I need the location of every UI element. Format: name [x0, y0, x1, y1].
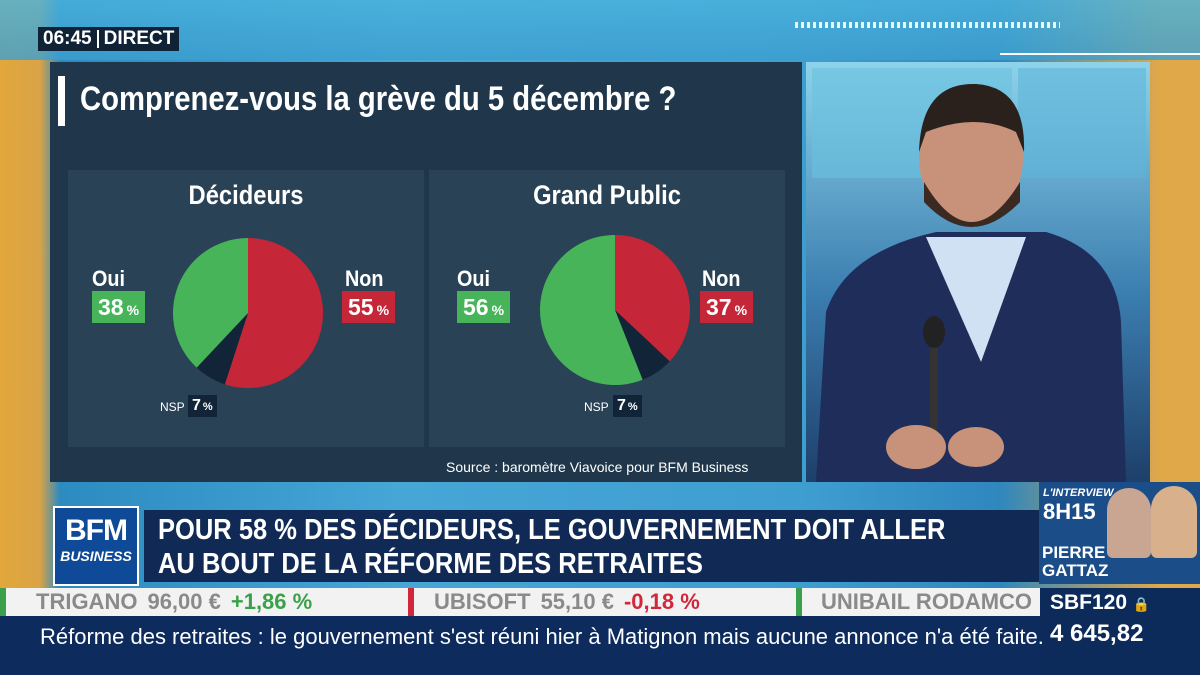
ticker-change: +1,86 % — [230, 589, 313, 614]
oui-label: Oui — [457, 266, 491, 291]
headline-line-2: AU BOUT DE LA RÉFORME DES RETRAITES — [158, 548, 703, 580]
presenter-shirt — [926, 237, 1026, 362]
decorative-line — [1000, 53, 1200, 55]
title-accent-bar — [58, 76, 65, 126]
clock-time: 06:45 — [43, 28, 92, 49]
pie-grand-public — [540, 235, 690, 385]
headline-banner: POUR 58 % DES DÉCIDEURS, LE GOUVERNEMENT… — [144, 510, 1039, 582]
index-name-text: SBF120 — [1050, 591, 1128, 614]
non-value-badge: 55% — [342, 291, 396, 323]
clock-separator — [96, 30, 99, 48]
chart-title-area: Comprenez-vous la grève du 5 décembre ? — [58, 68, 802, 126]
percent-sign: % — [202, 401, 213, 413]
stock-ticker: TRIGANO 96,00 € +1,86 % UBISOFT 55,10 € -0,1… — [0, 588, 1040, 616]
microphone — [923, 316, 945, 348]
guest-photo — [1151, 486, 1197, 558]
studio-screen — [1018, 68, 1146, 178]
presenter-figure — [816, 83, 1126, 482]
interview-promo: L'INTERVIEW 8H15 PIERRE GATTAZ — [1039, 482, 1200, 584]
oui-value: 56 — [463, 294, 489, 320]
pie-slice-non — [224, 238, 323, 388]
oui-value-badge: 56% — [457, 291, 511, 323]
percent-sign: % — [491, 302, 505, 318]
non-label: Non — [702, 266, 741, 291]
logo-text-main: BFM — [65, 514, 128, 547]
ticker-price: 96,00 € — [147, 589, 221, 614]
pie-slice-nsp — [196, 313, 248, 385]
clock-badge: 06:45 DIRECT — [38, 27, 180, 51]
news-crawl-text: Réforme des retraites : le gouvernement … — [40, 624, 1044, 649]
ticker-change: -0,18 % — [623, 589, 700, 614]
non-value: 37 — [706, 294, 732, 320]
interview-time: 8H15 — [1043, 499, 1096, 524]
decorative-dashes — [795, 22, 1060, 28]
index-value: 4 645,82 — [1050, 620, 1144, 647]
nsp-label: NSP — [584, 400, 609, 414]
nsp-value-badge: 7% — [188, 395, 217, 417]
bfm-business-logo: BFM BUSINESS — [53, 506, 139, 586]
nsp-value: 7 — [192, 397, 201, 414]
interview-label: L'INTERVIEW — [1043, 487, 1114, 499]
index-box: SBF120 🔒 4 645,82 — [1040, 588, 1200, 675]
chart-grand-public-title: Grand Public — [533, 180, 681, 210]
oui-value-badge: 38% — [92, 291, 146, 323]
chart-title: Comprenez-vous la grève du 5 décembre ? — [80, 80, 677, 118]
background-top — [0, 0, 1200, 60]
chart-decideurs-title: Décideurs — [188, 180, 304, 210]
ticker-name: UBISOFT — [434, 589, 531, 614]
logo-text-sub: BUSINESS — [60, 548, 132, 564]
percent-sign: % — [734, 302, 748, 318]
nsp-value-badge: 7% — [613, 395, 642, 417]
ticker-name: TRIGANO — [36, 589, 138, 614]
non-label: Non — [345, 266, 384, 291]
pie-decideurs — [172, 238, 323, 388]
presenter-hand — [948, 427, 1004, 467]
chart-source: Source : baromètre Viavoice pour BFM Bus… — [446, 459, 749, 475]
presenter-hand — [886, 425, 946, 469]
non-value-badge: 37% — [700, 291, 754, 323]
pie-slice-oui — [540, 235, 643, 385]
pie-slice-non — [615, 235, 690, 362]
presenter-jacket — [816, 232, 1126, 482]
guest-last-name: GATTAZ — [1042, 561, 1109, 580]
ticker-price: 55,10 € — [540, 589, 614, 614]
percent-sign: % — [376, 302, 390, 318]
non-value: 55 — [348, 294, 374, 320]
headline-line-1: POUR 58 % DES DÉCIDEURS, LE GOUVERNEMENT… — [158, 514, 946, 546]
ticker-separator — [408, 588, 414, 616]
nsp-label: NSP — [160, 400, 185, 414]
percent-sign: % — [126, 302, 140, 318]
index-name: SBF120 🔒 — [1050, 591, 1150, 615]
guest-first-name: PIERRE — [1042, 543, 1106, 562]
guest-photo — [1107, 488, 1151, 558]
presenter-beard — [924, 182, 1020, 227]
news-crawl: Réforme des retraites : le gouvernement … — [0, 616, 1044, 675]
ticker-item: UNIBAIL RODAMCO — [821, 590, 1036, 614]
ticker-separator — [796, 588, 802, 616]
ticker-name: UNIBAIL RODAMCO — [821, 590, 1033, 614]
ticker-item: TRIGANO 96,00 € +1,86 % — [36, 590, 312, 614]
oui-value: 38 — [98, 294, 124, 320]
microphone-stand — [930, 320, 938, 460]
presenter-hair — [919, 83, 1025, 152]
oui-label: Oui — [92, 266, 126, 291]
percent-sign: % — [627, 401, 638, 413]
pie-slice-nsp — [615, 310, 670, 380]
ticker-item: UBISOFT 55,10 € -0,18 % — [434, 590, 700, 614]
nsp-value: 7 — [617, 397, 626, 414]
live-label: DIRECT — [103, 28, 175, 49]
lock-icon: 🔒 — [1132, 596, 1151, 612]
pie-slice-oui — [172, 238, 248, 368]
